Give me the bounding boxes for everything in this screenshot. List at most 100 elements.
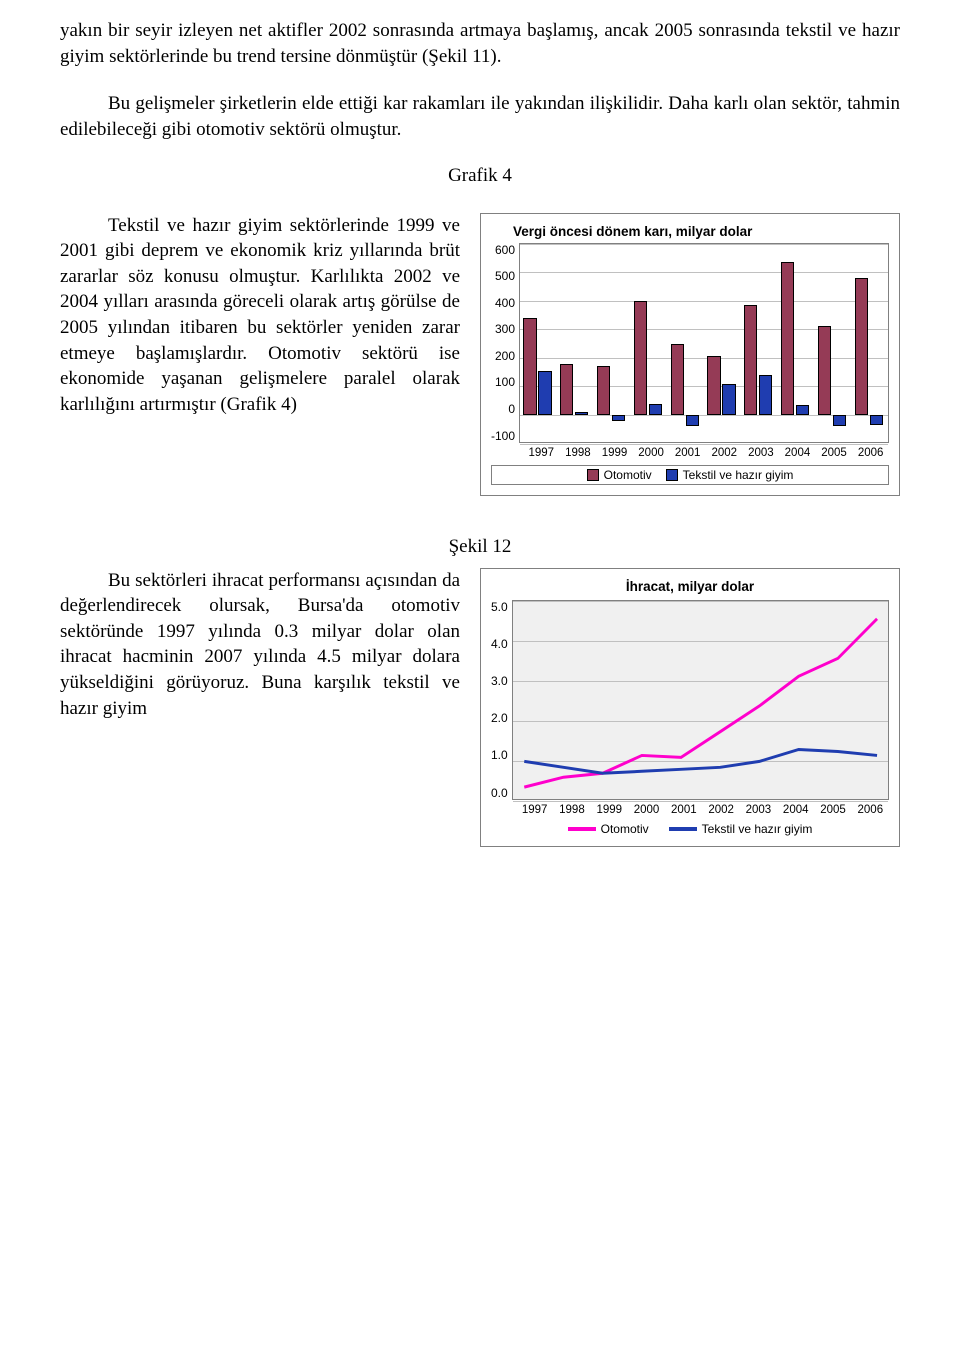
bar-chart-x-tick: 2002 xyxy=(706,447,743,459)
line-chart-legend-item: Otomotiv xyxy=(568,822,649,836)
line-chart-x-tick: 1998 xyxy=(553,804,590,816)
line-series xyxy=(524,618,877,786)
bar-otomotiv xyxy=(597,366,610,415)
bar-otomotiv xyxy=(818,326,831,415)
bar-chart-x-tick: 2004 xyxy=(779,447,816,459)
legend-label: Tekstil ve hazır giyim xyxy=(702,822,813,836)
line-chart-legend-item: Tekstil ve hazır giyim xyxy=(669,822,813,836)
bar-otomotiv xyxy=(855,278,868,415)
bar-chart-gridline xyxy=(520,301,888,302)
line-series xyxy=(524,749,877,773)
bar-chart-y-tick: 600 xyxy=(495,243,515,257)
bar-chart-y-tick: 100 xyxy=(495,375,515,389)
line-chart-gridline xyxy=(513,801,888,802)
bar-chart-x-tick: 2006 xyxy=(852,447,889,459)
sekil12-chart-col: İhracat, milyar dolar 5.0 4.0 3.0 2.0 1.0 0.0 1… xyxy=(480,568,900,847)
bar-otomotiv xyxy=(523,318,536,415)
legend-label: Tekstil ve hazır giyim xyxy=(683,468,794,482)
line-chart-x-tick: 2001 xyxy=(665,804,702,816)
paragraph-1: yakın bir seyir izleyen net aktifler 200… xyxy=(60,18,900,69)
bar-chart: Vergi öncesi dönem karı, milyar dolar 600… xyxy=(480,213,900,496)
bar-chart-y-tick: 200 xyxy=(495,349,515,363)
bar-chart-x-tick: 2005 xyxy=(816,447,853,459)
bar-chart-y-tick: 0 xyxy=(508,402,515,416)
line-chart-legend: Otomotiv Tekstil ve hazır giyim xyxy=(491,822,889,836)
bar-tekstil xyxy=(575,412,588,415)
bar-chart-title: Vergi öncesi dönem karı, milyar dolar xyxy=(513,224,889,239)
bar-otomotiv xyxy=(634,301,647,415)
bar-tekstil xyxy=(612,415,625,421)
bar-chart-gridline xyxy=(520,244,888,245)
bar-chart-gridline xyxy=(520,386,888,387)
line-chart-y-tick: 4.0 xyxy=(491,637,508,651)
line-chart-x-tick: 2000 xyxy=(628,804,665,816)
line-chart-y-tick: 1.0 xyxy=(491,748,508,762)
sekil12-text-col: Bu sektörleri ihracat performansı açısın… xyxy=(60,568,460,722)
line-chart-x-tick: 2006 xyxy=(852,804,889,816)
bar-chart-x-tick: 2000 xyxy=(633,447,670,459)
bar-chart-plot xyxy=(519,243,889,443)
bar-otomotiv xyxy=(781,262,794,415)
grafik4-chart-col: Vergi öncesi dönem karı, milyar dolar 600… xyxy=(480,213,900,496)
bar-chart-x-tick: 1998 xyxy=(560,447,597,459)
bar-chart-y-axis: 600 500 400 300 200 100 0 -100 xyxy=(491,243,519,443)
paragraph-4: Bu sektörleri ihracat performansı açısın… xyxy=(60,568,460,722)
bar-chart-gridline xyxy=(520,329,888,330)
line-chart-x-tick: 1997 xyxy=(516,804,553,816)
legend-label: Otomotiv xyxy=(604,468,652,482)
line-chart-x-tick: 1999 xyxy=(591,804,628,816)
line-chart-svg xyxy=(513,601,888,799)
bar-chart-y-tick: -100 xyxy=(491,429,515,443)
bar-tekstil xyxy=(833,415,846,426)
line-chart-x-axis: 1997199819992000200120022003200420052006 xyxy=(516,804,889,816)
line-chart-y-axis: 5.0 4.0 3.0 2.0 1.0 0.0 xyxy=(491,600,512,800)
bar-chart-y-tick: 300 xyxy=(495,322,515,336)
bar-chart-x-tick: 2001 xyxy=(669,447,706,459)
legend-line-swatch xyxy=(669,827,697,831)
bar-chart-x-tick: 2003 xyxy=(743,447,780,459)
bar-otomotiv xyxy=(671,344,684,415)
sekil12-label: Şekil 12 xyxy=(60,536,900,558)
bar-tekstil xyxy=(759,375,772,415)
bar-tekstil xyxy=(870,415,883,425)
bar-otomotiv xyxy=(707,356,720,415)
line-chart-x-tick: 2002 xyxy=(702,804,739,816)
line-chart-title: İhracat, milyar dolar xyxy=(491,579,889,594)
line-chart-y-tick: 3.0 xyxy=(491,674,508,688)
paragraph-2: Bu gelişmeler şirketlerin elde ettiği ka… xyxy=(60,91,900,142)
legend-line-swatch xyxy=(568,827,596,831)
bar-chart-legend: Otomotiv Tekstil ve hazır giyim xyxy=(491,465,889,485)
bar-chart-gridline xyxy=(520,444,888,445)
bar-tekstil xyxy=(796,405,809,415)
bar-chart-gridline xyxy=(520,358,888,359)
sekil12-row: Bu sektörleri ihracat performansı açısın… xyxy=(60,568,900,847)
line-chart-plot xyxy=(512,600,889,800)
line-chart-x-tick: 2003 xyxy=(740,804,777,816)
legend-swatch xyxy=(587,469,599,481)
bar-tekstil xyxy=(686,415,699,426)
grafik4-label: Grafik 4 xyxy=(60,165,900,187)
line-chart-y-tick: 5.0 xyxy=(491,600,508,614)
bar-chart-gridline xyxy=(520,272,888,273)
bar-chart-x-tick: 1997 xyxy=(523,447,560,459)
bar-chart-x-axis: 1997199819992000200120022003200420052006 xyxy=(523,447,889,459)
bar-tekstil xyxy=(649,404,662,415)
bar-chart-legend-item: Otomotiv xyxy=(587,468,652,482)
grafik4-row: Tekstil ve hazır giyim sektörlerinde 199… xyxy=(60,213,900,496)
bar-tekstil xyxy=(538,371,551,415)
legend-label: Otomotiv xyxy=(601,822,649,836)
line-chart-x-tick: 2004 xyxy=(777,804,814,816)
bar-chart-x-tick: 1999 xyxy=(596,447,633,459)
bar-tekstil xyxy=(722,384,735,415)
line-chart: İhracat, milyar dolar 5.0 4.0 3.0 2.0 1.0 0.0 1… xyxy=(480,568,900,847)
line-chart-x-tick: 2005 xyxy=(814,804,851,816)
bar-chart-y-tick: 500 xyxy=(495,269,515,283)
bar-otomotiv xyxy=(744,305,757,415)
paragraph-3: Tekstil ve hazır giyim sektörlerinde 199… xyxy=(60,213,460,418)
bar-otomotiv xyxy=(560,364,573,415)
bar-chart-legend-item: Tekstil ve hazır giyim xyxy=(666,468,794,482)
legend-swatch xyxy=(666,469,678,481)
line-chart-y-tick: 2.0 xyxy=(491,711,508,725)
bar-chart-y-tick: 400 xyxy=(495,296,515,310)
line-chart-y-tick: 0.0 xyxy=(491,786,508,800)
